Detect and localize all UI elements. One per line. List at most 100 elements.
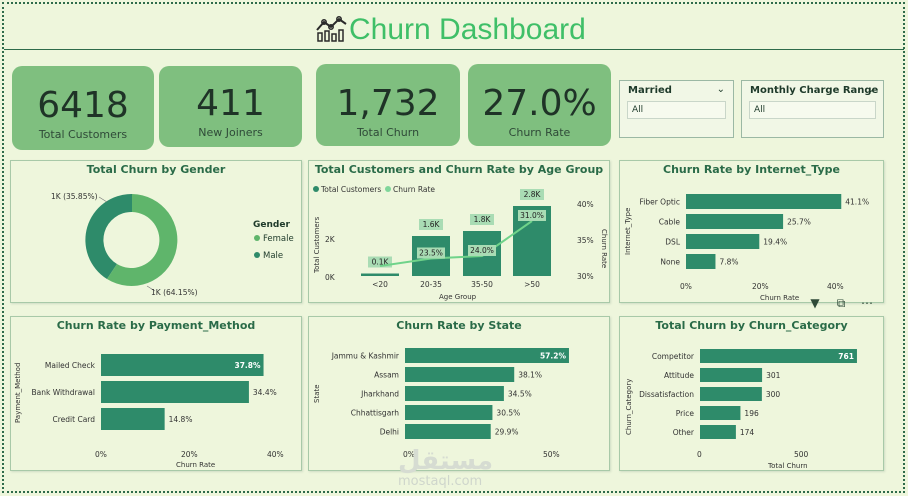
y2-tick: 35% [577, 236, 594, 245]
x-tick: 40% [827, 282, 844, 291]
data-label: 57.2% [540, 352, 567, 361]
data-label: 1.6K [423, 220, 441, 229]
bar[interactable] [700, 425, 736, 439]
y2-tick: 30% [577, 272, 594, 281]
bar[interactable] [405, 405, 493, 420]
card-churn-by-internet-type[interactable]: Churn Rate by Internet_Type Internet_Typ… [619, 160, 884, 303]
bar[interactable] [405, 348, 569, 363]
category-label: Mailed Check [45, 361, 96, 370]
x-tick: 50% [543, 450, 560, 459]
x-tick: 0% [403, 450, 415, 459]
category-label: Assam [374, 371, 399, 380]
bar[interactable] [686, 194, 842, 209]
data-label-bg[interactable] [468, 245, 496, 256]
chevron-down-icon[interactable]: ⌄ [716, 84, 725, 95]
x-axis-label: Age Group [439, 293, 477, 301]
bar[interactable] [700, 406, 741, 420]
x-axis-label: Total Churn [767, 462, 808, 470]
chart-title: Total Customers and Churn Rate by Age Gr… [314, 163, 604, 176]
bar[interactable] [101, 381, 249, 403]
legend-swatch-female [254, 235, 260, 241]
category-label: Fiber Optic [639, 198, 680, 207]
data-label-bg[interactable] [419, 219, 443, 230]
bar[interactable] [686, 254, 716, 269]
legend-item-female[interactable]: Female [263, 234, 294, 244]
category-label: Attitude [664, 371, 694, 380]
y-axis-label: Churn_Category [625, 379, 633, 435]
churn-rate-line [379, 220, 533, 267]
bar[interactable] [700, 387, 762, 401]
married-dropdown[interactable]: All [627, 101, 726, 119]
data-label-bg[interactable] [368, 256, 392, 268]
card-churn-by-gender[interactable]: Total Churn by Gender 1K (35.85%) 1K (64… [10, 160, 302, 303]
bar[interactable] [101, 354, 264, 376]
legend-swatch-customers [313, 186, 319, 192]
bar[interactable] [686, 234, 760, 249]
category-label: Jharkhand [360, 390, 399, 399]
card-churn-by-payment-method[interactable]: Churn Rate by Payment_Method Payment_Met… [10, 316, 302, 471]
data-label-bg[interactable] [417, 247, 445, 259]
legend-item-male[interactable]: Male [263, 251, 283, 261]
more-options-icon[interactable]: ⋯ [861, 296, 873, 310]
bar[interactable] [700, 368, 763, 382]
slicer-married[interactable]: Married ⌄ All [619, 80, 734, 138]
category-label: Jammu & Kashmir [331, 352, 400, 361]
y2-tick: 40% [577, 200, 594, 209]
kpi-total-customers[interactable]: 6418 Total Customers [12, 66, 154, 150]
bar[interactable] [405, 424, 491, 439]
data-label-bg[interactable] [518, 210, 546, 221]
focus-mode-icon[interactable]: ⧉ [836, 296, 846, 310]
data-label: 41.1% [845, 198, 869, 207]
category-label: Credit Card [53, 415, 96, 424]
data-label: 1.8K [474, 215, 492, 224]
data-label: 37.8% [235, 361, 262, 370]
bar[interactable] [700, 349, 857, 363]
bar[interactable] [405, 386, 504, 401]
kpi-value: 411 [196, 83, 265, 124]
data-label: 0.1K [372, 258, 390, 267]
y-axis-label: Payment_Method [14, 363, 22, 423]
card-customers-churn-by-age[interactable]: Total Customers and Churn Rate by Age Gr… [308, 160, 610, 303]
monthly-charge-dropdown[interactable]: All [749, 101, 876, 119]
data-label: 30.5% [496, 409, 520, 418]
category-label: Delhi [380, 428, 399, 437]
data-label-bg[interactable] [470, 214, 494, 225]
x-axis-label: Churn Rate [760, 294, 799, 302]
kpi-label: New Joiners [198, 126, 263, 139]
slicer-label: Monthly Charge Range [750, 85, 879, 96]
kpi-total-churn[interactable]: 1,732 Total Churn [316, 64, 460, 146]
category-label: Price [676, 409, 695, 418]
chart-title: Total Churn by Gender [86, 163, 226, 176]
kpi-label: Churn Rate [508, 126, 571, 139]
x-axis-label: Churn Rate [176, 461, 215, 469]
category-label: Bank Withdrawal [31, 388, 95, 397]
category-label: Chhattisgarh [351, 409, 400, 418]
category-label: Other [673, 428, 695, 437]
card-churn-by-category[interactable]: Total Churn by Churn_Category Churn_Cate… [619, 316, 884, 471]
chevron-down-icon[interactable]: ⌄ [866, 84, 875, 95]
legend-item-churn-rate[interactable]: Churn Rate [393, 185, 435, 194]
category-label: Competitor [652, 352, 695, 361]
data-label-bg[interactable] [520, 189, 544, 200]
legend-item-customers[interactable]: Total Customers [320, 185, 381, 194]
line-chart-icon [316, 16, 347, 42]
x-tick: 20% [181, 450, 198, 459]
donut-slice-female[interactable] [107, 194, 178, 286]
internet-type-bar-chart: Internet_Type Fiber Optic 41.1% Cable 25.7%… [624, 194, 869, 302]
donut-slice-male[interactable] [85, 193, 132, 279]
bar[interactable] [361, 273, 399, 277]
kpi-new-joiners[interactable]: 411 New Joiners [159, 66, 302, 147]
bar[interactable] [686, 214, 784, 229]
page-title: Churn Dashboard [349, 13, 586, 46]
card-churn-by-state[interactable]: Churn Rate by State State Jammu & Kashmi… [308, 316, 610, 471]
slicer-monthly-charge-range[interactable]: Monthly Charge Range ⌄ All [741, 80, 884, 138]
category-label: DSL [665, 238, 681, 247]
data-label: 2.8K [524, 190, 542, 199]
data-label: 761 [838, 352, 854, 361]
kpi-churn-rate[interactable]: 27.0% Churn Rate [468, 64, 611, 146]
bar[interactable] [101, 408, 165, 430]
x-tick: 500 [794, 450, 809, 459]
bar[interactable] [405, 367, 515, 382]
y2-axis-label: Churn Rate [600, 229, 608, 268]
filter-icon[interactable]: ▼ [810, 296, 820, 310]
